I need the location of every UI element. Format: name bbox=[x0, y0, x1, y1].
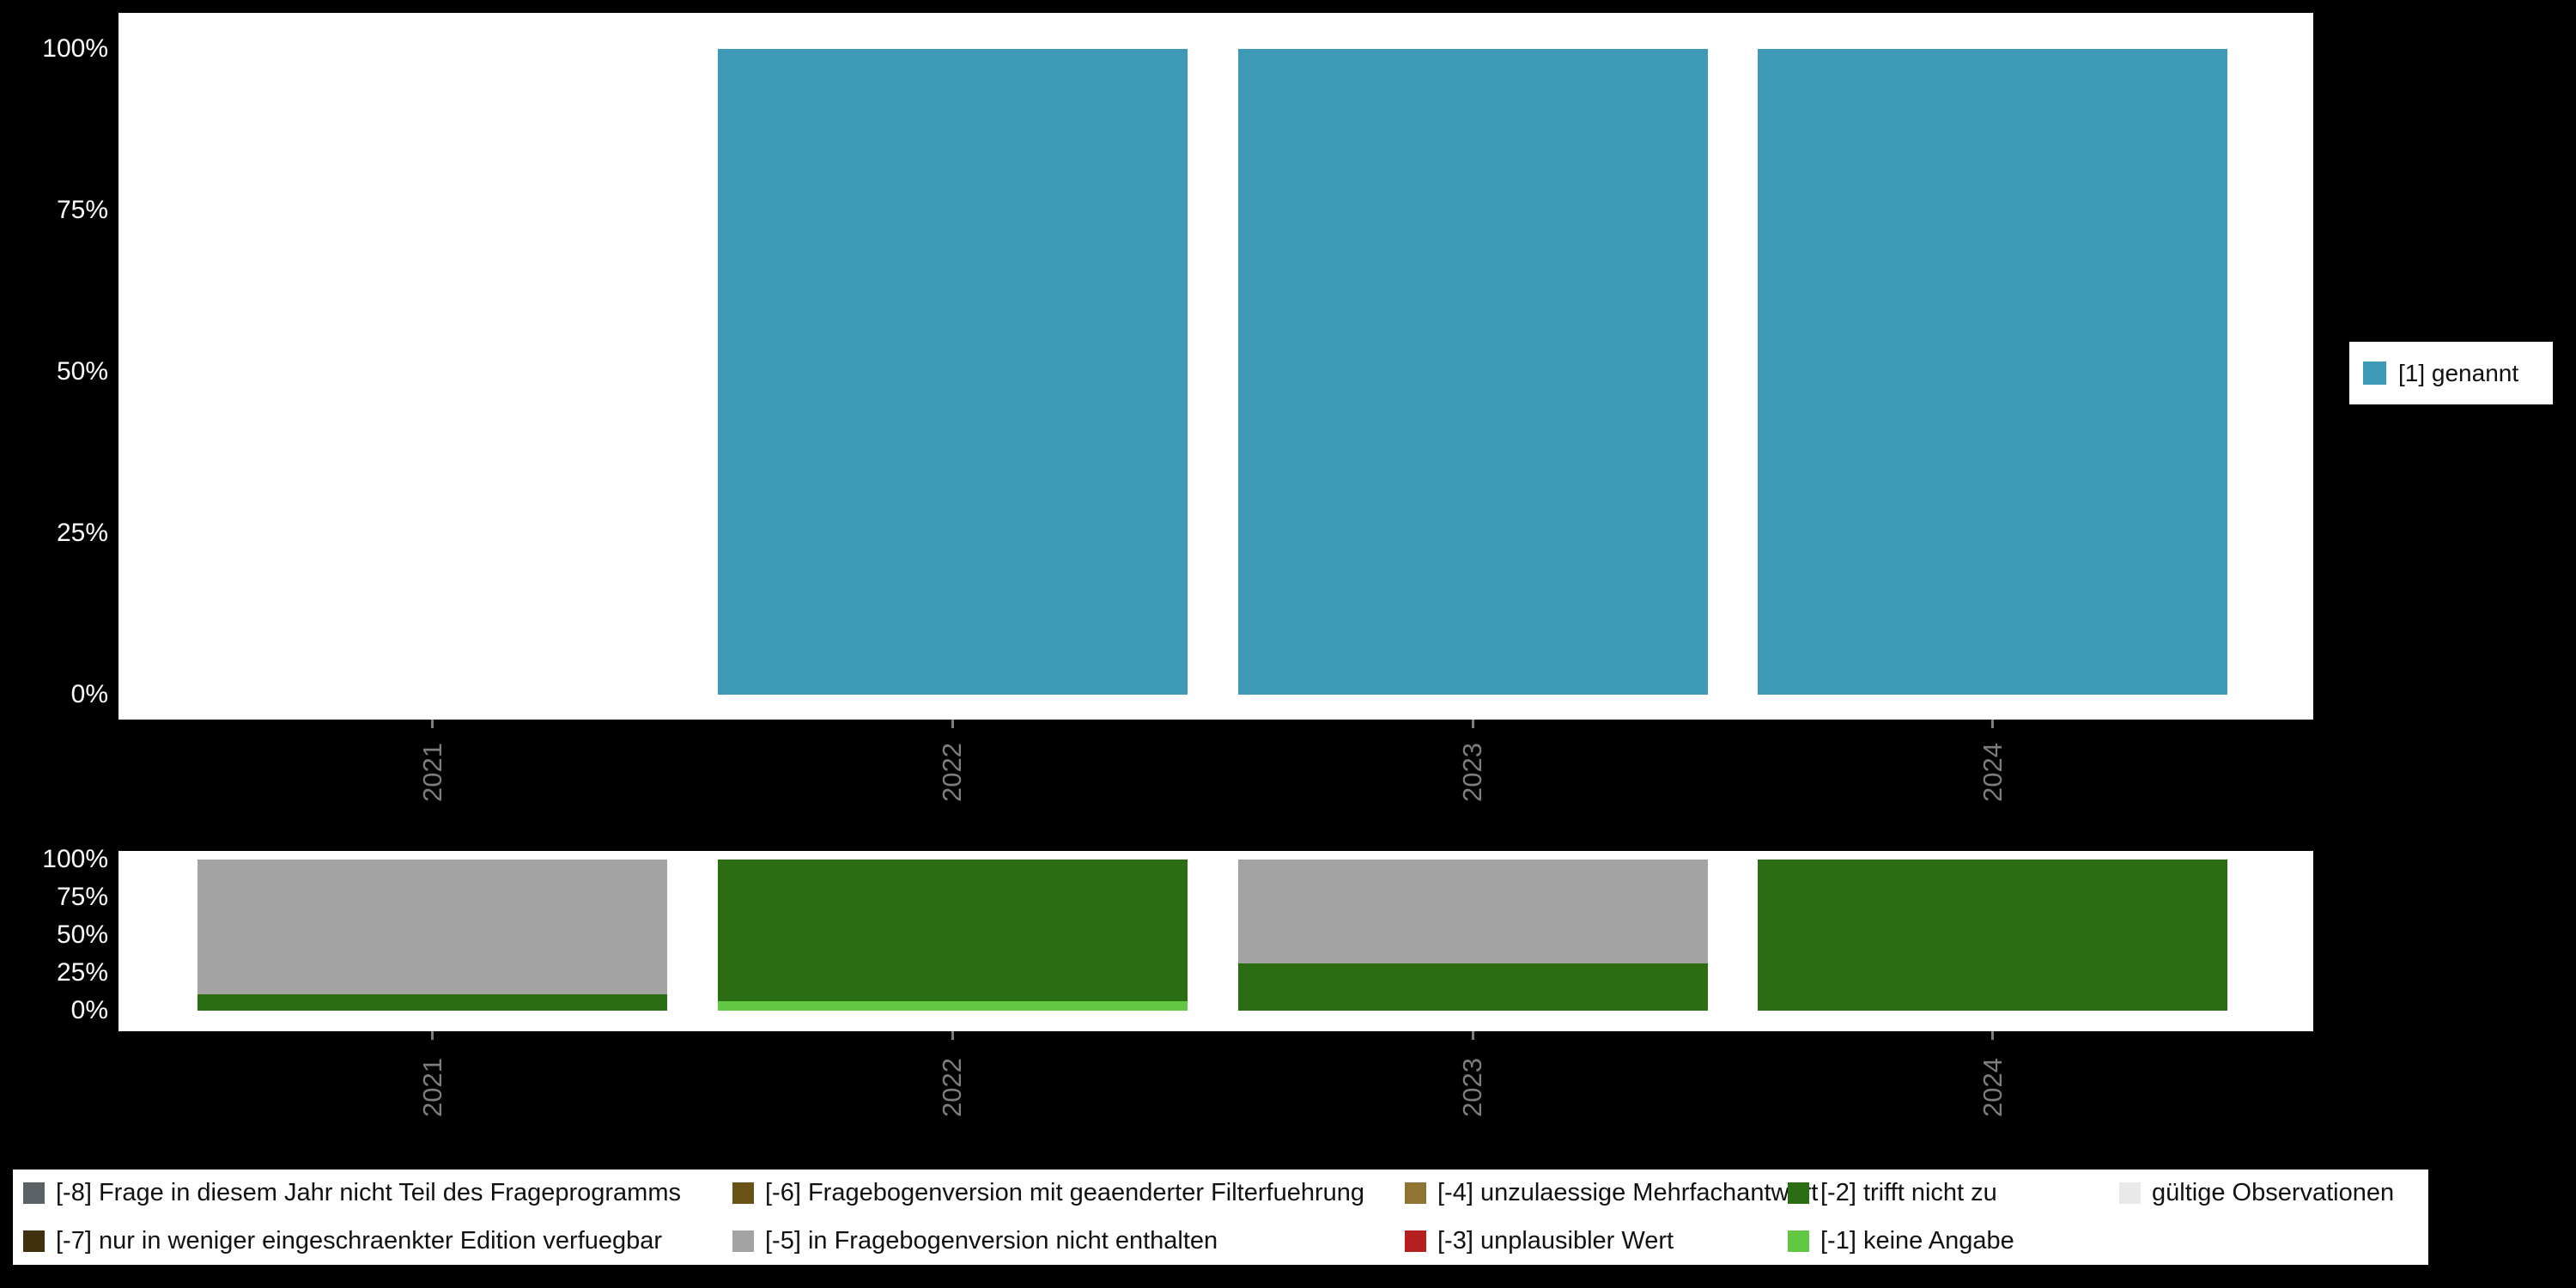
x-axis-tick-mark bbox=[951, 1031, 954, 1040]
legend-entry-label: [-4] unzulaessige Mehrfachantwort bbox=[1437, 1179, 1819, 1207]
bar-segment-2024 bbox=[1758, 860, 2228, 1011]
bar-segment-2023 bbox=[1237, 860, 1708, 964]
legend-entry-label: [-3] unplausibler Wert bbox=[1437, 1226, 1674, 1255]
bottom-chart-plot-area bbox=[118, 851, 2313, 1031]
bar-segment-2024 bbox=[1758, 49, 2228, 695]
legend-entry: [-2] trifft nicht zu bbox=[1788, 1179, 2119, 1207]
bars-area bbox=[118, 860, 2313, 1011]
y-axis-tick-label: 75% bbox=[56, 196, 108, 224]
x-axis-label-2023: 2023 bbox=[1457, 1058, 1488, 1118]
legend-swatch bbox=[732, 1230, 754, 1252]
bar-segment-2022 bbox=[717, 49, 1188, 695]
x-axis-tick-mark bbox=[431, 720, 434, 728]
y-axis-tick-label: 0% bbox=[70, 996, 108, 1024]
y-axis-tick-label: 0% bbox=[70, 680, 108, 708]
y-axis-tick-label: 50% bbox=[56, 920, 108, 949]
legend-entry: [-8] Frage in diesem Jahr nicht Teil des… bbox=[23, 1179, 732, 1207]
legend-entry-label: [-6] Fragebogenversion mit geaenderter F… bbox=[765, 1179, 1364, 1207]
legend-entry: [-1] keine Angabe bbox=[1788, 1227, 2119, 1255]
legend-entry-label: [-7] nur in weniger eingeschraenkter Edi… bbox=[56, 1226, 663, 1255]
x-axis-label-2021: 2021 bbox=[416, 1058, 447, 1118]
legend-swatch bbox=[1405, 1182, 1426, 1205]
legend-entry: [-3] unplausibler Wert bbox=[1405, 1227, 1788, 1255]
legend-swatch bbox=[23, 1182, 45, 1205]
legend-swatch bbox=[1788, 1230, 1809, 1252]
legend-entry: gültige Observationen bbox=[2119, 1179, 2428, 1207]
y-axis-tick-label: 50% bbox=[56, 357, 108, 386]
x-axis-tick-mark bbox=[1471, 1031, 1474, 1040]
y-axis-tick-label: 100% bbox=[42, 845, 108, 873]
x-axis-tick-mark bbox=[1471, 720, 1474, 728]
x-axis-tick-mark bbox=[951, 720, 954, 728]
x-axis-tick-mark bbox=[1991, 1031, 1995, 1040]
legend-entry: [-6] Fragebogenversion mit geaenderter F… bbox=[732, 1179, 1405, 1207]
bars-area bbox=[118, 49, 2313, 695]
x-axis-tick-mark bbox=[431, 1031, 434, 1040]
x-axis-label-2023: 2023 bbox=[1457, 743, 1488, 803]
legend-swatch bbox=[732, 1182, 754, 1205]
legend-bottom: [-8] Frage in diesem Jahr nicht Teil des… bbox=[13, 1170, 2428, 1265]
legend-swatch bbox=[23, 1230, 45, 1252]
x-axis-label-2024: 2024 bbox=[1977, 743, 2008, 803]
legend-swatch-genannt bbox=[2363, 361, 2386, 385]
legend-entry-label: [-5] in Fragebogenversion nicht enthalte… bbox=[765, 1226, 1218, 1255]
legend-entry-label: [-1] keine Angabe bbox=[1820, 1226, 2014, 1255]
x-axis-label-2022: 2022 bbox=[937, 743, 968, 803]
bar-segment-2021 bbox=[197, 860, 667, 994]
bar-segment-2023 bbox=[1237, 49, 1708, 695]
bar-segment-2023 bbox=[1237, 963, 1708, 1011]
legend-entry-label: gültige Observationen bbox=[2152, 1179, 2395, 1207]
bar-segment-2022 bbox=[717, 1001, 1188, 1011]
legend-right: [1] genannt bbox=[2349, 342, 2553, 404]
x-axis-tick-mark bbox=[1991, 720, 1995, 728]
legend-swatch bbox=[2119, 1182, 2141, 1205]
legend-swatch bbox=[1788, 1182, 1809, 1205]
x-axis-label-2022: 2022 bbox=[937, 1058, 968, 1118]
legend-entry: [-5] in Fragebogenversion nicht enthalte… bbox=[732, 1227, 1405, 1255]
top-chart-plot-area bbox=[118, 13, 2313, 720]
y-axis-tick-label: 25% bbox=[56, 519, 108, 547]
y-axis-tick-label: 100% bbox=[42, 34, 108, 63]
legend-entry: [-4] unzulaessige Mehrfachantwort bbox=[1405, 1179, 1818, 1207]
x-axis-label-2024: 2024 bbox=[1977, 1058, 2008, 1118]
legend-entry-label: [-2] trifft nicht zu bbox=[1820, 1179, 1997, 1207]
x-axis-label-2021: 2021 bbox=[416, 743, 447, 803]
bar-segment-2022 bbox=[717, 860, 1188, 1002]
bar-segment-2021 bbox=[197, 993, 667, 1011]
legend-label-genannt: [1] genannt bbox=[2398, 359, 2519, 386]
y-axis-tick-label: 75% bbox=[56, 883, 108, 911]
y-axis-tick-label: 25% bbox=[56, 958, 108, 987]
legend-entry: [-7] nur in weniger eingeschraenkter Edi… bbox=[23, 1227, 732, 1255]
legend-entry-label: [-8] Frage in diesem Jahr nicht Teil des… bbox=[56, 1179, 681, 1207]
legend-swatch bbox=[1405, 1230, 1426, 1252]
